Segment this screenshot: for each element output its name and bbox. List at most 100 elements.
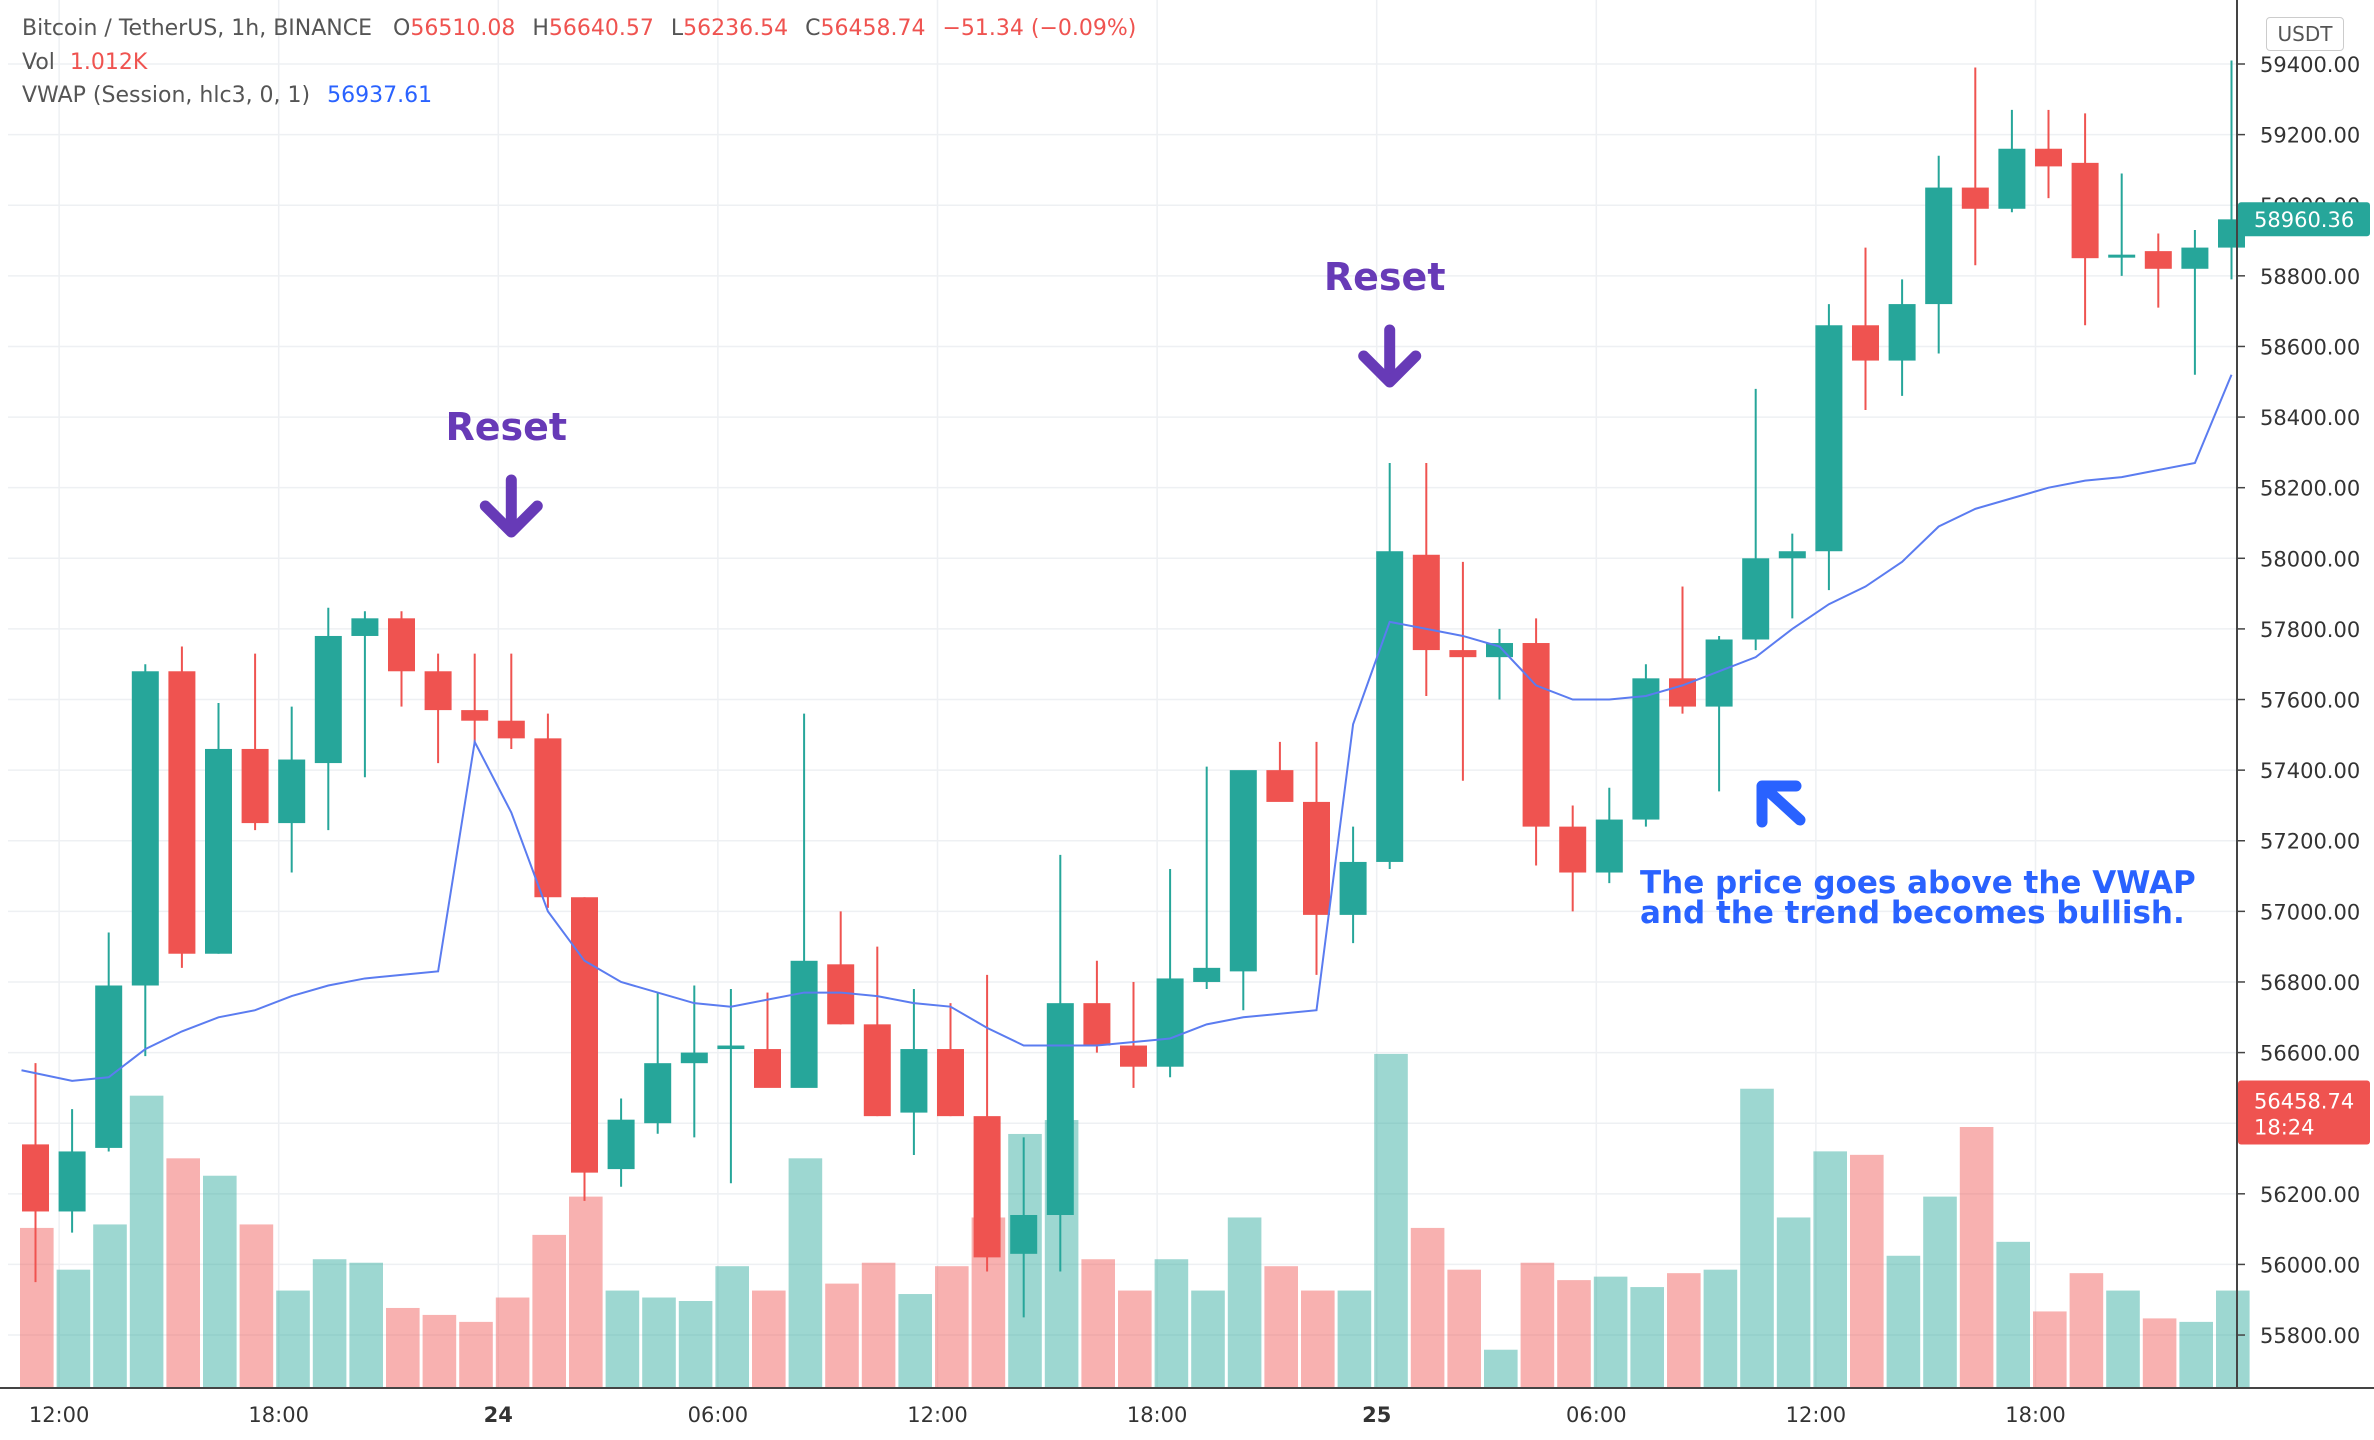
volume-bar-7 <box>276 1290 310 1388</box>
price-tick-label-15: 58800.00 <box>2260 265 2360 289</box>
price-axis[interactable]: 55800.0056000.0056200.0056400.0056600.00… <box>0 0 2374 1389</box>
candle-43 <box>1595 787 1623 884</box>
candle-0 <box>22 1063 49 1283</box>
candle-24 <box>900 989 928 1155</box>
candle-40 <box>1486 628 1513 700</box>
candle-8 <box>314 607 342 831</box>
candle-body-59 <box>2181 247 2209 269</box>
candle-51 <box>1888 279 1916 396</box>
volume-bars <box>20 1053 2250 1388</box>
volume-bar-25 <box>935 1266 969 1388</box>
volume-bar-9 <box>349 1262 383 1388</box>
legend-symbol-row: Bitcoin / TetherUS, 1h, BINANCE O56510.0… <box>22 16 1136 41</box>
volume-bar-39 <box>1447 1269 1481 1388</box>
volume-bar-40 <box>1484 1349 1518 1388</box>
candle-9 <box>351 611 379 778</box>
volume-bar-3 <box>129 1095 164 1388</box>
close-label: C <box>805 16 821 41</box>
candle-4 <box>168 646 196 968</box>
volume-bar-53 <box>1959 1127 1994 1388</box>
volume-value: 1.012K <box>69 50 148 75</box>
price-tick-label-6: 57000.00 <box>2260 900 2360 924</box>
price-tick-label-17: 59200.00 <box>2260 124 2360 148</box>
currency-unit-badge[interactable]: USDT <box>2266 17 2344 51</box>
candle-body-56 <box>2071 162 2099 259</box>
volume-bar-0 <box>20 1227 54 1388</box>
volume-bar-21 <box>788 1158 823 1388</box>
time-tick-label-0: 12:00 <box>29 1403 90 1427</box>
candle-16 <box>607 1098 635 1187</box>
candle-body-4 <box>168 671 196 954</box>
candle-38 <box>1412 462 1440 696</box>
candle-body-20 <box>754 1049 781 1088</box>
candle-body-52 <box>1925 187 1953 305</box>
candle-body-36 <box>1339 861 1367 915</box>
candle-19 <box>717 989 745 1184</box>
price-tick-label-13: 58400.00 <box>2260 406 2360 430</box>
candle-body-29 <box>1083 1003 1111 1046</box>
price-tick-label-5: 56800.00 <box>2260 971 2360 995</box>
volume-bar-24 <box>898 1294 932 1388</box>
legend-volume-row: Vol 1.012K <box>22 50 147 75</box>
candle-body-25 <box>937 1049 964 1117</box>
candle-body-8 <box>314 635 342 764</box>
candle-body-7 <box>278 759 306 824</box>
candle-body-18 <box>680 1052 708 1064</box>
candle-57 <box>2108 173 2136 276</box>
candle-46 <box>1705 635 1733 792</box>
candle-27 <box>1010 1137 1038 1318</box>
volume-bar-48 <box>1776 1217 1811 1388</box>
countdown-label: 18:24 <box>2254 1115 2315 1139</box>
candle-29 <box>1083 960 1111 1053</box>
candle-3 <box>131 664 159 1057</box>
time-axis[interactable]: 12:00 18:00 24 06:00 12:00 18:00 25 06:00 12:00 1… <box>29 1403 2066 1427</box>
volume-bar-47 <box>1740 1088 1774 1388</box>
candle-body-54 <box>1998 148 2026 209</box>
volume-bar-8 <box>312 1259 347 1388</box>
candle-36 <box>1339 826 1367 944</box>
candle-body-53 <box>1961 187 1989 209</box>
volume-bar-36 <box>1337 1290 1372 1388</box>
candle-60 <box>2218 60 2245 280</box>
candle-28 <box>1046 854 1074 1272</box>
open-value: 56510.08 <box>410 16 516 41</box>
candle-body-46 <box>1705 639 1733 707</box>
volume-bar-17 <box>642 1297 676 1388</box>
time-tick-label-6: 25 <box>1362 1403 1391 1427</box>
vwap-line <box>21 374 2233 1082</box>
volume-bar-13 <box>495 1297 530 1388</box>
candle-body-32 <box>1193 967 1221 982</box>
candle-body-1 <box>58 1151 86 1212</box>
reset-arrow-head-0 <box>479 500 543 538</box>
candle-body-51 <box>1888 304 1916 361</box>
candle-body-11 <box>424 671 452 711</box>
candle-20 <box>754 992 781 1088</box>
volume-bar-4 <box>166 1158 200 1388</box>
grid <box>8 0 2237 1388</box>
low-value: 56236.54 <box>683 16 789 41</box>
candle-45 <box>1669 586 1696 714</box>
volume-bar-49 <box>1813 1151 1847 1388</box>
candle-30 <box>1120 981 1147 1088</box>
volume-bar-22 <box>825 1283 859 1388</box>
reset-arrow-icon-0 <box>479 474 543 538</box>
candle-body-31 <box>1156 978 1184 1067</box>
candle-body-19 <box>717 1045 745 1050</box>
candle-body-34 <box>1266 770 1294 802</box>
candle-body-30 <box>1120 1045 1147 1067</box>
volume-bar-37 <box>1374 1053 1408 1388</box>
candle-11 <box>424 653 452 764</box>
volume-bar-34 <box>1264 1266 1298 1388</box>
candle-body-27 <box>1010 1214 1038 1254</box>
candle-body-44 <box>1632 678 1660 820</box>
candle-body-0 <box>22 1144 49 1212</box>
price-tick-label-14: 58600.00 <box>2260 335 2360 359</box>
volume-bar-33 <box>1227 1217 1262 1388</box>
volume-bar-32 <box>1191 1290 1225 1388</box>
note-arrow-icon <box>1756 780 1806 828</box>
candle-body-41 <box>1522 643 1550 827</box>
volume-bar-20 <box>752 1290 786 1388</box>
vwap-value: 56937.61 <box>327 83 433 108</box>
note-line-1: The price goes above the VWAP <box>1640 865 2196 901</box>
